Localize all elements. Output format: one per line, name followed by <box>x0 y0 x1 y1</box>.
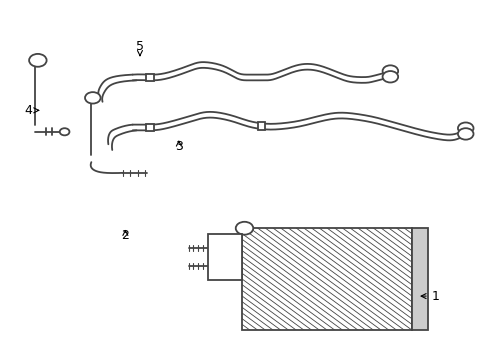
Text: 2: 2 <box>121 229 129 242</box>
Bar <box>411 228 427 330</box>
Bar <box>145 73 153 81</box>
Circle shape <box>60 128 69 135</box>
Circle shape <box>85 92 101 104</box>
Circle shape <box>382 65 397 77</box>
Circle shape <box>29 54 46 67</box>
Text: 4: 4 <box>24 104 39 117</box>
Bar <box>257 122 265 130</box>
Circle shape <box>382 71 397 82</box>
Circle shape <box>457 128 472 140</box>
Text: 3: 3 <box>175 140 183 153</box>
Text: 1: 1 <box>420 289 439 303</box>
Circle shape <box>235 222 253 235</box>
Polygon shape <box>242 228 411 330</box>
Bar <box>207 234 242 280</box>
Bar <box>145 123 153 131</box>
Text: 5: 5 <box>136 40 143 56</box>
Circle shape <box>457 122 472 134</box>
